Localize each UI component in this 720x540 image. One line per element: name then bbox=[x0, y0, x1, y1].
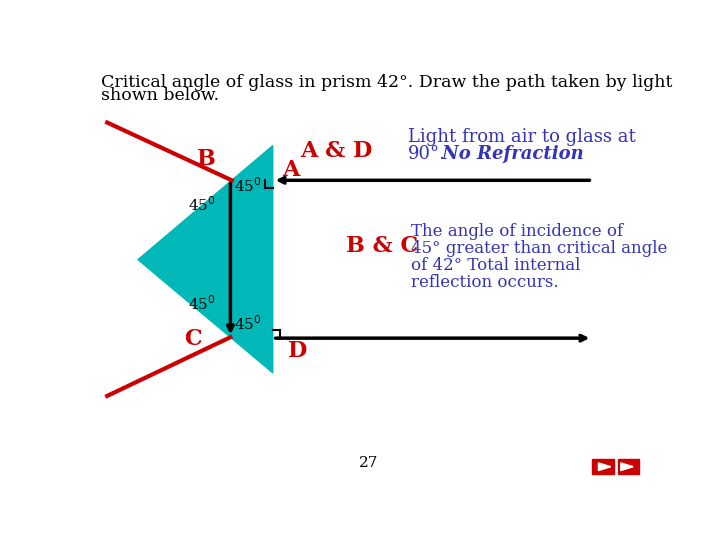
Text: 45$^0$: 45$^0$ bbox=[188, 195, 216, 214]
Text: Light from air to glass at: Light from air to glass at bbox=[408, 127, 635, 146]
Text: 90°.: 90°. bbox=[408, 145, 446, 164]
Text: of 42° Total internal: of 42° Total internal bbox=[411, 257, 581, 274]
Text: Critical angle of glass in prism 42°. Draw the path taken by light: Critical angle of glass in prism 42°. Dr… bbox=[101, 74, 672, 91]
Text: 45$^0$: 45$^0$ bbox=[234, 314, 262, 333]
Text: 27: 27 bbox=[359, 456, 379, 470]
Text: shown below.: shown below. bbox=[101, 87, 219, 104]
Text: B: B bbox=[197, 148, 216, 170]
Bar bbox=[593, 459, 614, 475]
Polygon shape bbox=[138, 146, 273, 373]
Text: No Refraction: No Refraction bbox=[436, 145, 584, 164]
Text: A: A bbox=[282, 159, 300, 181]
Text: B & C: B & C bbox=[346, 234, 418, 256]
Polygon shape bbox=[621, 463, 633, 470]
Text: 45$^0$: 45$^0$ bbox=[234, 176, 262, 195]
Polygon shape bbox=[598, 463, 611, 470]
Text: C: C bbox=[184, 328, 202, 350]
Text: 45° greater than critical angle: 45° greater than critical angle bbox=[411, 240, 667, 257]
Text: reflection occurs.: reflection occurs. bbox=[411, 274, 559, 291]
Text: D: D bbox=[288, 340, 307, 362]
Text: 45$^0$: 45$^0$ bbox=[188, 295, 216, 313]
Text: A & D: A & D bbox=[300, 140, 372, 162]
Bar bbox=[618, 459, 639, 475]
Text: The angle of incidence of: The angle of incidence of bbox=[411, 223, 624, 240]
